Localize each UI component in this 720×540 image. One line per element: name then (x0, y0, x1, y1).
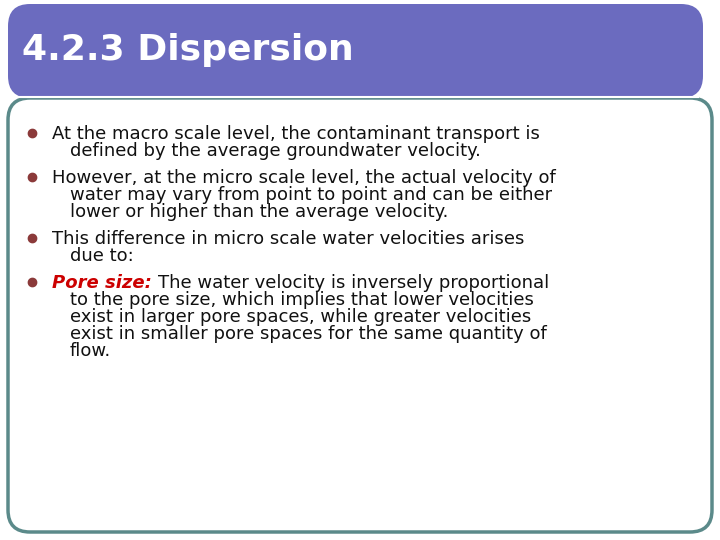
Text: At the macro scale level, the contaminant transport is: At the macro scale level, the contaminan… (52, 125, 540, 143)
Text: due to:: due to: (70, 247, 134, 265)
Text: to the pore size, which implies that lower velocities: to the pore size, which implies that low… (70, 291, 534, 309)
Text: The water velocity is inversely proportional: The water velocity is inversely proporti… (158, 274, 549, 292)
Text: However, at the micro scale level, the actual velocity of: However, at the micro scale level, the a… (52, 169, 556, 187)
Text: 4.2.3 Dispersion: 4.2.3 Dispersion (22, 33, 354, 67)
Text: Pore size:: Pore size: (52, 274, 158, 292)
Text: defined by the average groundwater velocity.: defined by the average groundwater veloc… (70, 142, 481, 160)
Text: water may vary from point to point and can be either: water may vary from point to point and c… (70, 186, 552, 204)
Text: exist in smaller pore spaces for the same quantity of: exist in smaller pore spaces for the sam… (70, 325, 546, 343)
Text: lower or higher than the average velocity.: lower or higher than the average velocit… (70, 203, 449, 221)
Text: exist in larger pore spaces, while greater velocities: exist in larger pore spaces, while great… (70, 308, 531, 326)
Text: This difference in micro scale water velocities arises: This difference in micro scale water vel… (52, 230, 524, 248)
FancyBboxPatch shape (8, 4, 703, 98)
Text: flow.: flow. (70, 342, 112, 360)
FancyBboxPatch shape (8, 98, 712, 532)
